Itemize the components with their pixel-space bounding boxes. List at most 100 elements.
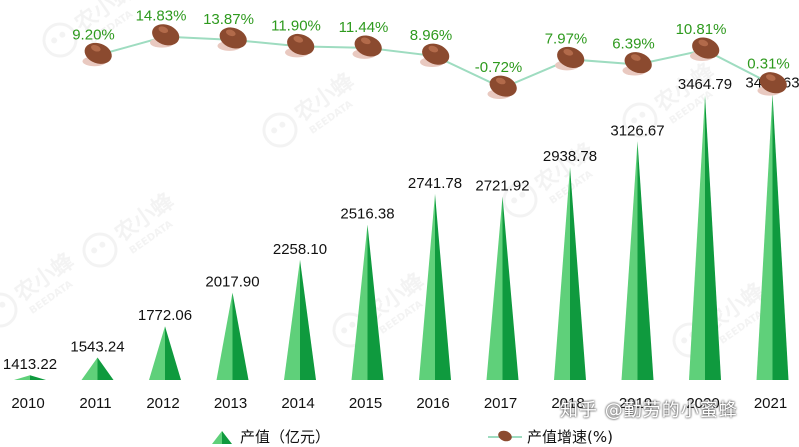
growth-value-labels: 9.20% 14.83% 13.87% 11.90% 11.44% 8.96% -0.72%… <box>72 8 790 76</box>
bar-2013 <box>216 292 249 380</box>
x-tick-label: 2011 <box>79 395 111 412</box>
bar-2020 <box>689 95 721 381</box>
marker-highlight <box>360 37 371 45</box>
bar-value-label: 2721.92 <box>475 178 529 195</box>
bar-value-label: 2258.10 <box>273 241 327 258</box>
bar-left-face <box>351 224 368 380</box>
growth-marker <box>555 46 585 71</box>
bar-left-face <box>554 166 570 380</box>
bar-left-face <box>689 95 705 381</box>
growth-value-label: 11.90% <box>271 17 321 34</box>
marker-highlight <box>90 44 101 52</box>
bar-right-face <box>502 196 519 380</box>
bar-2012 <box>149 326 181 380</box>
x-tick-label: 2012 <box>146 395 179 412</box>
growth-marker <box>622 52 652 76</box>
watermark-bee-eye <box>51 37 58 44</box>
growth-value-label: 8.96% <box>410 27 453 44</box>
x-tick-label: 2017 <box>484 395 517 412</box>
watermark-bee-eye <box>99 241 106 248</box>
bar-right-face <box>570 166 586 380</box>
watermark-bee-eye <box>631 117 638 124</box>
bar-value-label: 1772.06 <box>138 307 192 324</box>
watermark-logos: 农小蜂BEEDATA农小蜂BEEDATA农小蜂BEEDATA农小蜂BEEDATA… <box>0 0 770 358</box>
bar-series <box>14 93 789 381</box>
watermark-bee-icon <box>42 22 78 58</box>
marker-highlight <box>293 36 304 43</box>
watermark-bee-eye <box>0 301 6 308</box>
bar-right-face <box>772 93 789 380</box>
growth-value-label: 13.87% <box>203 11 254 28</box>
watermark-bee-icon <box>622 102 658 138</box>
bar-right-face <box>165 326 181 380</box>
bar-right-face <box>367 224 384 380</box>
marker-highlight <box>698 39 709 47</box>
bar-left-face <box>216 292 233 380</box>
watermark-bee-eye <box>91 247 98 254</box>
bar-right-face <box>232 292 249 380</box>
bar-left-face <box>14 375 30 380</box>
growth-marker <box>82 42 112 67</box>
growth-value-label: 14.83% <box>136 8 187 25</box>
growth-marker <box>420 43 450 68</box>
x-tick-label: 2018 <box>551 395 584 412</box>
watermark-bee-eye <box>279 121 286 128</box>
watermark-bee-icon <box>262 112 298 148</box>
bar-value-label: 2017.90 <box>205 274 259 291</box>
x-tick-label: 2014 <box>281 395 314 412</box>
marker-highlight <box>225 29 236 37</box>
watermark-bee-eye <box>349 321 356 328</box>
bar-value-label: 1543.24 <box>70 338 124 355</box>
x-tick-label: 2010 <box>11 395 44 412</box>
x-tick-label: 2015 <box>349 395 382 412</box>
bar-2017 <box>486 196 519 380</box>
marker-highlight <box>563 49 574 56</box>
x-tick-label: 2016 <box>416 395 449 412</box>
growth-value-label: 11.44% <box>339 19 389 36</box>
marker-highlight <box>428 45 439 53</box>
bar-2014 <box>284 259 316 380</box>
watermark-bee-icon <box>502 182 538 218</box>
bar-left-face <box>419 193 435 380</box>
bar-right-face <box>637 141 654 380</box>
growth-value-label: 10.81% <box>676 21 727 38</box>
bar-left-face <box>284 259 300 380</box>
growth-line-series <box>82 24 787 99</box>
x-axis-tick-labels: 2010 2011 2012 2013 2014 2015 2016 2017 2018 2019… <box>11 395 787 412</box>
growth-value-label: 0.31% <box>747 56 790 73</box>
bar-value-label: 2516.38 <box>340 206 394 223</box>
marker-highlight <box>495 77 506 85</box>
watermark-bee-eye <box>271 127 278 134</box>
marker-highlight <box>630 54 641 61</box>
watermark-bee-eye <box>519 191 526 198</box>
bar-2019 <box>621 141 654 380</box>
bar-2015 <box>351 224 384 380</box>
bar-2010 <box>14 375 46 380</box>
bar-value-label: 2938.78 <box>543 148 597 165</box>
bar-left-face <box>486 196 503 380</box>
marker-highlight <box>158 26 169 33</box>
marker-highlight <box>765 74 776 81</box>
x-tick-label: 2013 <box>214 395 247 412</box>
bar-right-face <box>435 193 451 380</box>
bar-2016 <box>419 193 451 380</box>
watermark-bee-eye <box>681 337 688 344</box>
site-watermark: 知乎 @勤劳的小蜜蜂 <box>560 400 738 421</box>
bar-2018 <box>554 166 586 380</box>
growth-value-label: 9.20% <box>72 26 115 43</box>
growth-value-label: 6.39% <box>612 36 655 53</box>
growth-marker <box>487 75 517 99</box>
bar-left-face <box>756 93 773 380</box>
growth-value-label: -0.72% <box>475 59 523 76</box>
watermark-bee-eye <box>511 197 518 204</box>
bar-right-face <box>300 259 316 380</box>
growth-marker <box>150 24 180 48</box>
bar-value-label: 3126.67 <box>610 122 664 139</box>
bar-value-label: 3464.79 <box>678 76 732 93</box>
bar-right-face <box>97 357 114 380</box>
watermark-bee-icon <box>0 292 18 328</box>
